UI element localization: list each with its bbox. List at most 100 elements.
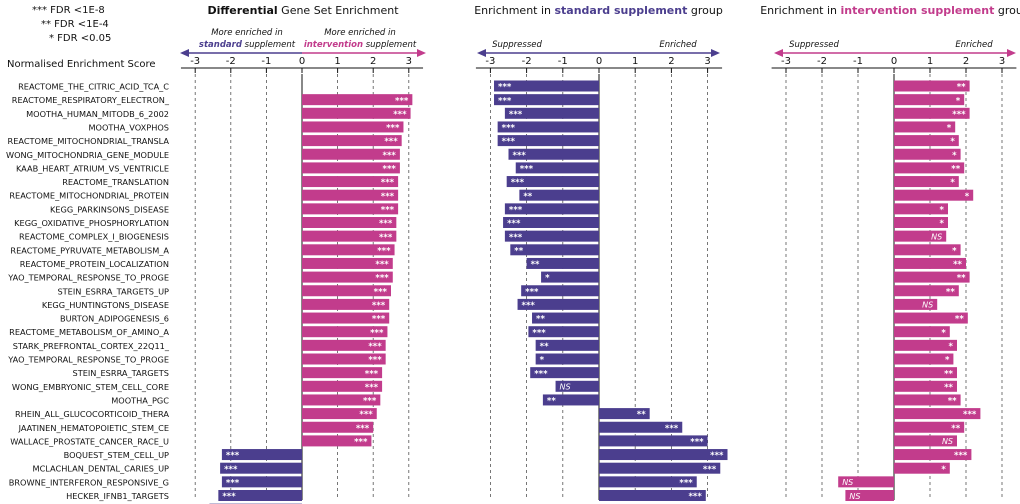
gene-set-label: STARK_PREFRONTAL_CORTEX_22Q11_ [13,341,170,351]
bar [894,121,956,133]
gene-set-label: JAATINEN_HEMATOPOIETIC_STEM_CE [18,423,169,433]
significance-label: ** [637,410,646,420]
bar [220,462,302,474]
bar [894,298,938,310]
significance-label: *** [383,165,397,175]
legend-line-3: * FDR <0.05 [49,33,111,44]
bar [894,353,954,365]
bar [894,421,965,433]
bar [894,449,972,461]
bar [845,490,894,501]
bar [599,490,706,501]
significance-label: *** [395,96,409,106]
significance-label: *** [498,83,512,93]
bar [302,380,383,392]
tick-label: -1 [558,56,568,67]
significance-label: ** [547,397,556,407]
bar [504,230,599,242]
arrow-right-head [1007,49,1016,57]
bar [599,421,683,433]
significance-label: *** [374,287,388,297]
significance-label: *** [498,96,512,106]
tick-label: 1 [334,56,340,67]
tick-label: 1 [632,56,638,67]
nes-axis-label: Normalised Enrichment Score [7,59,156,70]
gene-set-label: REACTOME_METABOLISM_OF_AMINO_A [9,327,169,337]
significance-label: *** [522,301,536,311]
bar [528,326,599,338]
legend-line-1: *** FDR <1E-8 [32,5,105,16]
bar [302,271,393,283]
gene-set-label: BURTON_ADIPOGENESIS_6 [60,314,169,324]
significance-label: * [956,96,961,106]
gene-set-label: STEIN_ESRRA_TARGETS_UP [57,286,169,296]
gene-set-label: WONG_EMBRYONIC_STEM_CELL_CORE [12,382,169,392]
arrow-right-head [711,49,720,57]
significance-label: *** [509,205,523,215]
arrow-right-head [417,49,426,57]
bar [302,285,391,297]
bar [506,176,599,188]
bar [218,490,302,501]
bar [497,135,599,147]
arrow-right-caption: Enriched [659,40,697,50]
bar [302,121,404,133]
significance-label: ** [948,397,957,407]
bar [302,421,374,433]
significance-label: * [965,192,970,202]
tick-label: 2 [668,56,674,67]
significance-label: ** [523,192,532,202]
bar [555,380,599,392]
tick-label: 0 [891,56,897,67]
arrow-left-caption: More enriched in [211,28,283,38]
bar [521,285,599,297]
arrow-left-caption: Suppressed [492,40,542,50]
bar [302,189,399,201]
panel-intervention: Enrichment in intervention supplement gr… [760,4,1020,501]
bar [494,80,599,92]
bar [894,80,970,92]
gene-set-label: REACTOME_RESPIRATORY_ELECTRON_ [12,95,170,105]
significance-label: *** [372,301,386,311]
bar [302,244,395,256]
significance-label: * [947,124,952,134]
significance-label: *** [384,137,398,147]
bar [302,408,377,420]
significance-label: *** [363,397,377,407]
fdr-legend: *** FDR <1E-8 ** FDR <1E-4 * FDR <0.05 N… [7,5,156,70]
significance-label: *** [226,478,240,488]
significance-label: *** [690,438,704,448]
gene-set-label: HECKER_IFNB1_TARGETS [66,491,169,501]
gene-set-label: REACTOME_THE_CITRIC_ACID_TCA_C [18,82,169,92]
significance-label: *** [954,451,968,461]
bar [508,148,599,160]
bar [894,107,970,119]
significance-label: NS [560,383,571,392]
bar [894,203,948,215]
panel-diff: Differential Gene Set Enrichment More enr… [180,4,426,504]
bar [302,135,402,147]
significance-label: ** [531,260,540,270]
bar [894,217,948,228]
tick-label: 2 [963,56,969,67]
bar [302,148,400,160]
significance-label: *** [534,369,548,379]
bar [302,107,411,119]
bar [535,339,599,351]
tick-label: -3 [781,56,791,67]
gene-set-label: WALLACE_PROSTATE_CANCER_RACE_U [10,436,169,446]
significance-label: ** [957,274,966,284]
tick-label: 3 [704,56,710,67]
significance-label: ** [540,342,549,352]
bar [894,367,957,379]
bar [494,94,599,106]
bar [510,244,599,256]
gene-set-label: MOOTHA_VOXPHOS [88,122,169,132]
bar [302,162,400,174]
significance-label: ** [944,383,953,393]
bar [894,435,957,447]
bar [302,312,390,324]
significance-label: ** [953,260,962,270]
significance-label: *** [226,451,240,461]
